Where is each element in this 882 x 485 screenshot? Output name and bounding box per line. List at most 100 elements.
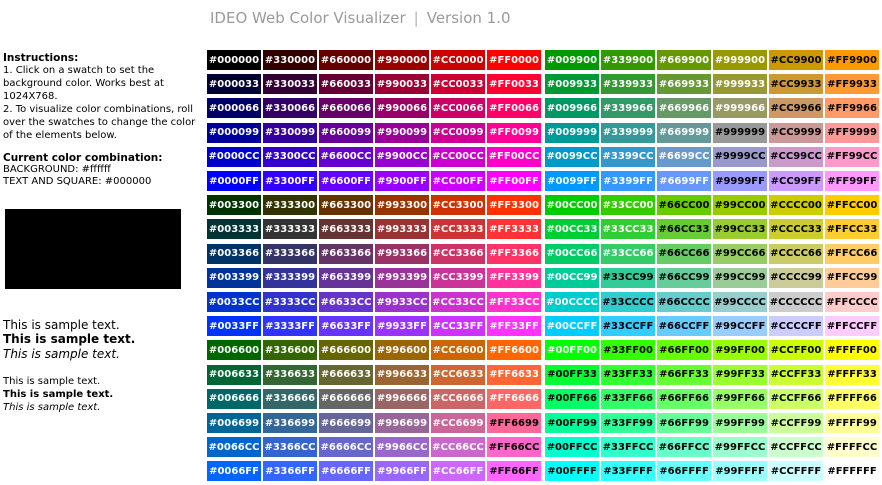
color-swatch-99ff00[interactable]: #99FF00: [713, 340, 767, 361]
color-swatch-ff00ff[interactable]: #FF00FF: [487, 171, 541, 191]
color-swatch-cc9966[interactable]: #CC9966: [769, 98, 823, 119]
color-swatch-00ff66[interactable]: #00FF66: [545, 388, 599, 409]
color-swatch-00ccff[interactable]: #00CCFF: [545, 316, 599, 337]
color-swatch-0066ff[interactable]: #0066FF: [207, 461, 261, 482]
color-swatch-cc3399[interactable]: #CC3399: [431, 267, 485, 288]
color-swatch-ff9933[interactable]: #FF9933: [825, 74, 879, 95]
color-swatch-ff6666[interactable]: #FF6666: [487, 388, 541, 409]
color-swatch-cc66cc[interactable]: #CC66CC: [431, 437, 485, 458]
color-swatch-660033[interactable]: #660033: [319, 74, 373, 95]
color-swatch-990066[interactable]: #990066: [375, 98, 429, 119]
color-swatch-ff33cc[interactable]: #FF33CC: [487, 292, 541, 312]
color-swatch-0099ff[interactable]: #0099FF: [545, 171, 599, 191]
color-swatch-006666[interactable]: #006666: [207, 388, 261, 409]
color-swatch-33ffff[interactable]: #33FFFF: [601, 461, 655, 482]
color-swatch-00ffcc[interactable]: #00FFCC: [545, 437, 599, 458]
color-swatch-009999[interactable]: #009999: [545, 122, 599, 143]
color-swatch-ff66ff[interactable]: #FF66FF: [487, 461, 541, 482]
color-swatch-663300[interactable]: #663300: [319, 195, 373, 216]
color-swatch-00cc66[interactable]: #00CC66: [545, 243, 599, 264]
color-swatch-33cccc[interactable]: #33CCCC: [601, 292, 655, 312]
color-swatch-99cc00[interactable]: #99CC00: [713, 195, 767, 216]
color-swatch-6699ff[interactable]: #6699FF: [657, 171, 711, 191]
color-swatch-993300[interactable]: #993300: [375, 195, 429, 216]
color-swatch-99cc66[interactable]: #99CC66: [713, 243, 767, 264]
color-swatch-3399cc[interactable]: #3399CC: [601, 146, 655, 167]
color-swatch-333366[interactable]: #333366: [263, 243, 317, 264]
color-swatch-cc6666[interactable]: #CC6666: [431, 388, 485, 409]
color-swatch-ccff00[interactable]: #CCFF00: [769, 340, 823, 361]
color-swatch-cc33ff[interactable]: #CC33FF: [431, 316, 485, 337]
color-swatch-33ffcc[interactable]: #33FFCC: [601, 437, 655, 458]
color-swatch-000000[interactable]: #000000: [207, 50, 261, 70]
color-swatch-000033[interactable]: #000033: [207, 74, 261, 95]
color-swatch-993333[interactable]: #993333: [375, 219, 429, 240]
color-swatch-ccffcc[interactable]: #CCFFCC: [769, 437, 823, 458]
color-swatch-6699cc[interactable]: #6699CC: [657, 146, 711, 167]
color-swatch-003399[interactable]: #003399: [207, 267, 261, 288]
color-swatch-660066[interactable]: #660066: [319, 98, 373, 119]
color-swatch-cc00ff[interactable]: #CC00FF: [431, 171, 485, 191]
color-swatch-ff9900[interactable]: #FF9900: [825, 50, 879, 70]
color-swatch-336699[interactable]: #336699: [263, 413, 317, 433]
color-swatch-cccccc[interactable]: #CCCCCC: [769, 292, 823, 312]
color-swatch-336666[interactable]: #336666: [263, 388, 317, 409]
color-swatch-ccff33[interactable]: #CCFF33: [769, 364, 823, 385]
color-swatch-000099[interactable]: #000099: [207, 122, 261, 143]
color-swatch-330000[interactable]: #330000: [263, 50, 317, 70]
color-swatch-999900[interactable]: #999900: [713, 50, 767, 70]
color-swatch-330066[interactable]: #330066: [263, 98, 317, 119]
color-swatch-663399[interactable]: #663399: [319, 267, 373, 288]
color-swatch-ff0099[interactable]: #FF0099: [487, 122, 541, 143]
color-swatch-33cc33[interactable]: #33CC33: [601, 219, 655, 240]
color-swatch-33ff99[interactable]: #33FF99: [601, 413, 655, 433]
color-swatch-3300ff[interactable]: #3300FF: [263, 171, 317, 191]
color-swatch-cc99cc[interactable]: #CC99CC: [769, 146, 823, 167]
color-swatch-cccc66[interactable]: #CCCC66: [769, 243, 823, 264]
color-swatch-333300[interactable]: #333300: [263, 195, 317, 216]
color-swatch-33ccff[interactable]: #33CCFF: [601, 316, 655, 337]
color-swatch-3366cc[interactable]: #3366CC: [263, 437, 317, 458]
color-swatch-0099cc[interactable]: #0099CC: [545, 146, 599, 167]
color-swatch-cc3300[interactable]: #CC3300: [431, 195, 485, 216]
color-swatch-99ff66[interactable]: #99FF66: [713, 388, 767, 409]
color-swatch-ff3399[interactable]: #FF3399: [487, 267, 541, 288]
color-swatch-660099[interactable]: #660099: [319, 122, 373, 143]
color-swatch-ffcc33[interactable]: #FFCC33: [825, 219, 879, 240]
color-swatch-ff0066[interactable]: #FF0066: [487, 98, 541, 119]
color-swatch-9966ff[interactable]: #9966FF: [375, 461, 429, 482]
color-swatch-ff6600[interactable]: #FF6600: [487, 340, 541, 361]
color-swatch-990099[interactable]: #990099: [375, 122, 429, 143]
color-swatch-ffffff[interactable]: #FFFFFF: [825, 461, 879, 482]
color-swatch-99cc33[interactable]: #99CC33: [713, 219, 767, 240]
color-swatch-ff99ff[interactable]: #FF99FF: [825, 171, 879, 191]
color-swatch-6633cc[interactable]: #6633CC: [319, 292, 373, 312]
color-swatch-666699[interactable]: #666699: [319, 413, 373, 433]
color-swatch-66ffcc[interactable]: #66FFCC: [657, 437, 711, 458]
color-swatch-9933ff[interactable]: #9933FF: [375, 316, 429, 337]
color-swatch-ffff00[interactable]: #FFFF00: [825, 340, 879, 361]
color-swatch-66ccff[interactable]: #66CCFF: [657, 316, 711, 337]
color-swatch-99ff33[interactable]: #99FF33: [713, 364, 767, 385]
color-swatch-669999[interactable]: #669999: [657, 122, 711, 143]
color-swatch-999933[interactable]: #999933: [713, 74, 767, 95]
color-swatch-33cc00[interactable]: #33CC00: [601, 195, 655, 216]
color-swatch-663366[interactable]: #663366: [319, 243, 373, 264]
color-swatch-339999[interactable]: #339999: [601, 122, 655, 143]
color-swatch-330033[interactable]: #330033: [263, 74, 317, 95]
color-swatch-ffcc99[interactable]: #FFCC99: [825, 267, 879, 288]
color-swatch-666633[interactable]: #666633: [319, 364, 373, 385]
color-swatch-ffccff[interactable]: #FFCCFF: [825, 316, 879, 337]
color-swatch-cc0066[interactable]: #CC0066: [431, 98, 485, 119]
color-swatch-990033[interactable]: #990033: [375, 74, 429, 95]
color-swatch-ff6633[interactable]: #FF6633: [487, 364, 541, 385]
color-swatch-cc9900[interactable]: #CC9900: [769, 50, 823, 70]
color-swatch-0033ff[interactable]: #0033FF: [207, 316, 261, 337]
color-swatch-ffcccc[interactable]: #FFCCCC: [825, 292, 879, 312]
color-swatch-99ff99[interactable]: #99FF99: [713, 413, 767, 433]
color-swatch-33cc66[interactable]: #33CC66: [601, 243, 655, 264]
color-swatch-cc9933[interactable]: #CC9933: [769, 74, 823, 95]
color-swatch-9900ff[interactable]: #9900FF: [375, 171, 429, 191]
color-swatch-ff00cc[interactable]: #FF00CC: [487, 146, 541, 167]
color-swatch-9999cc[interactable]: #9999CC: [713, 146, 767, 167]
